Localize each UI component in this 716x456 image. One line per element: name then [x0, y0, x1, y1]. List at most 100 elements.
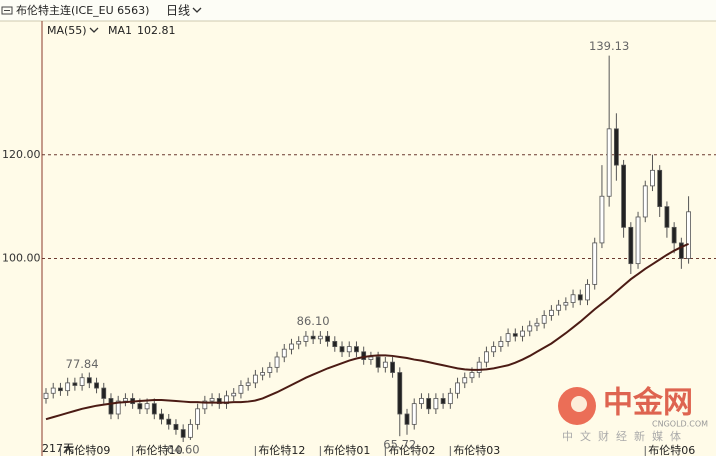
candle-body — [245, 382, 251, 386]
candle-body — [368, 356, 374, 360]
candle-body — [635, 216, 641, 265]
x-tick-label: 布伦特03 — [453, 443, 500, 456]
candle-body — [310, 335, 316, 340]
watermark-site: CNGOLD.COM — [652, 420, 708, 429]
candle-body — [151, 403, 157, 415]
x-tick-label: 布伦特12 — [258, 443, 305, 456]
candle-body — [260, 372, 266, 376]
candle-body — [346, 346, 352, 353]
candle-body — [274, 356, 280, 368]
candle-body — [671, 226, 677, 244]
candle-body — [606, 128, 612, 197]
candle-body — [137, 403, 143, 410]
candle-body — [123, 398, 128, 402]
high-label: 139.13 — [589, 39, 629, 53]
candle-body — [462, 377, 468, 384]
candle-body — [397, 372, 403, 415]
x-tick-label: 布伦特09 — [63, 443, 110, 456]
candle-body — [404, 413, 410, 425]
candle-body — [144, 403, 150, 410]
candle-body — [390, 361, 395, 373]
candle-body — [585, 283, 590, 301]
ma-name: MA1 — [108, 24, 132, 37]
candle-body — [224, 395, 229, 405]
watermark-brand: 中金网 — [603, 386, 693, 421]
candle-body — [238, 385, 244, 394]
candle-body — [180, 429, 186, 438]
watermark-slogan: 中文财经新媒体 — [562, 429, 688, 443]
candle-body — [115, 400, 121, 415]
candle-body — [354, 346, 359, 353]
candle-body — [657, 169, 663, 208]
candle-body — [505, 333, 511, 342]
candle-body — [231, 392, 237, 397]
indicator-chevron[interactable] — [89, 27, 99, 33]
candle-body — [447, 392, 453, 405]
ma-line — [45, 242, 689, 421]
candle-body — [440, 398, 446, 405]
high-label: 77.84 — [66, 357, 99, 371]
candle-body — [678, 242, 684, 259]
candle-body — [556, 304, 562, 311]
candle-body — [94, 382, 99, 389]
candle-body — [108, 398, 114, 415]
candle-body — [267, 366, 273, 373]
x-tick-label: 布伦特10 — [136, 443, 183, 456]
period-chevron[interactable] — [192, 7, 202, 13]
y-tick-label: 100.00 — [2, 251, 41, 264]
watermark: 中金网 CNGOLD.COM 中文财经新媒体 — [558, 386, 708, 443]
candle-body — [86, 377, 92, 384]
watermark-logo-inner — [571, 396, 587, 412]
candle-body — [541, 315, 547, 324]
candle-body — [570, 294, 576, 303]
candle-body — [202, 400, 208, 410]
candle-body — [469, 372, 475, 379]
candle-body — [65, 382, 71, 392]
candle-body — [195, 408, 201, 425]
candle-body — [58, 387, 63, 392]
period-selector[interactable]: 日线 — [166, 4, 190, 18]
candle-body — [72, 382, 78, 386]
high-label: 86.10 — [297, 314, 330, 328]
candle-body — [216, 398, 222, 405]
low-label: 64.60 — [167, 443, 200, 456]
candle-body — [289, 343, 294, 350]
candle-body — [599, 195, 605, 244]
ma-value: 102.81 — [137, 24, 176, 37]
candle-body — [534, 322, 540, 327]
low-label: 65.72 — [383, 438, 416, 452]
candle-body — [209, 398, 215, 402]
candle-body — [325, 335, 330, 342]
candle-body — [563, 302, 569, 306]
indicator-label[interactable]: MA(55) — [47, 24, 87, 37]
candle-body — [382, 361, 388, 368]
candle-body — [419, 398, 424, 405]
candle-body — [549, 309, 554, 316]
candle-body — [642, 185, 648, 218]
candle-body — [433, 398, 439, 410]
candle-body — [484, 351, 489, 363]
candle-body — [577, 294, 583, 301]
candle-body — [498, 341, 504, 348]
candle-body — [332, 341, 338, 348]
candle-body — [491, 346, 497, 353]
candle-body — [296, 341, 302, 345]
x-tick-label: 布伦特02 — [388, 443, 435, 456]
menu-icon[interactable] — [1, 6, 13, 15]
candle-body — [411, 403, 417, 425]
candle-body — [166, 418, 172, 425]
day-count: 217天 — [42, 442, 74, 455]
header-title[interactable]: 布伦特主连(ICE_EU 6563) — [16, 3, 149, 17]
candle-body — [173, 423, 179, 430]
candle-body — [317, 335, 323, 340]
candle-body — [455, 382, 460, 394]
header-bar — [0, 0, 716, 21]
candle-body — [339, 346, 345, 353]
candle-body — [79, 377, 85, 386]
candle-body — [159, 413, 164, 420]
y-tick-label: 120.00 — [2, 148, 41, 161]
candle-body — [650, 169, 655, 187]
candle-body — [375, 356, 381, 368]
